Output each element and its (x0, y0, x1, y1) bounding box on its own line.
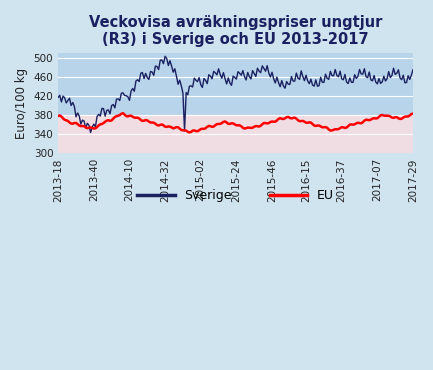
Bar (58, 115, 413, 153)
Bar (58, 53, 413, 115)
Y-axis label: Euro/100 kg: Euro/100 kg (15, 67, 28, 139)
Legend: Sverige, EU: Sverige, EU (132, 184, 339, 208)
Title: Veckovisa avräkningspriser ungtjur
(R3) i Sverige och EU 2013-2017: Veckovisa avräkningspriser ungtjur (R3) … (89, 15, 382, 47)
